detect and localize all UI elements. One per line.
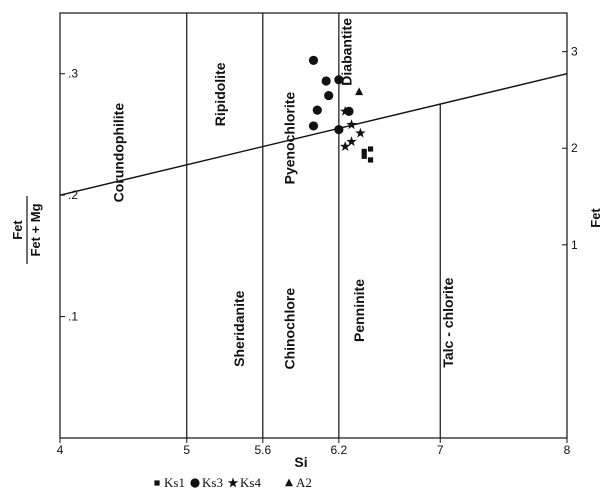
x-axis-label: Si (294, 454, 307, 470)
x-tick-label: 7 (437, 443, 444, 457)
x-tick-label: 8 (564, 443, 571, 457)
data-point-circle (334, 75, 344, 85)
data-point-square (367, 146, 374, 152)
y-tick-label-left: .2 (68, 188, 78, 202)
data-point-circle (308, 55, 319, 65)
legend-label: Ks3 (202, 475, 223, 490)
legend-marker-square (154, 480, 160, 486)
y-tick-label-right: 1 (571, 238, 578, 252)
field-label: Chinochlore (281, 288, 297, 370)
data-point-star (346, 136, 357, 147)
field-label: Sheridanite (231, 290, 247, 366)
x-tick-label: 6.2 (331, 443, 348, 457)
y-tick-label-left: .3 (68, 67, 78, 81)
y-tick-label-right: 2 (571, 141, 578, 155)
data-point-circle (321, 76, 331, 86)
legend-label: A2 (296, 475, 312, 490)
x-tick-label: 5.6 (254, 443, 271, 457)
y-axis-label-right: Fet (588, 208, 603, 228)
legend: Ks1 Ks3 Ks4 A2 (154, 475, 312, 490)
y-axis-label-denominator: Fet + Mg (28, 203, 43, 256)
data-point-square (367, 157, 374, 163)
legend-marker-triangle (285, 478, 293, 487)
field-label: Corundophilite (110, 103, 126, 203)
legend-label: Ks4 (240, 475, 261, 490)
data-point-star (339, 105, 351, 116)
field-label: Penninite (351, 279, 367, 342)
data-point-circle (334, 124, 344, 135)
field-label: Diabantite (339, 18, 355, 86)
x-tick-label: 4 (57, 443, 64, 457)
legend-marker-circle (190, 478, 200, 488)
data-point-square (361, 153, 367, 159)
data-point-triangle (355, 87, 364, 96)
field-label: Ripidolite (212, 62, 228, 126)
y-tick-label-left: .1 (68, 310, 78, 324)
x-tick-label: 5 (183, 443, 190, 457)
plot-frame (59, 12, 568, 439)
field-label: Pyenochlorite (281, 92, 297, 185)
y-axis-label-numerator: Fet (10, 220, 25, 240)
y-axis-label-left: Fet Fet + Mg (10, 196, 43, 264)
diagonal-boundary-line (59, 73, 568, 196)
data-point-circle (308, 121, 319, 131)
data-point-circle (312, 105, 322, 115)
data-point-star (355, 127, 366, 138)
legend-label: Ks1 (164, 475, 185, 490)
data-point-star (346, 119, 357, 130)
data-point-square (361, 148, 367, 155)
data-point-circle (324, 90, 334, 101)
legend-marker-star (227, 477, 239, 488)
field-label: Talc - chlorite (440, 277, 456, 367)
data-point-star (339, 141, 351, 152)
y-tick-label-right: 3 (571, 45, 578, 59)
